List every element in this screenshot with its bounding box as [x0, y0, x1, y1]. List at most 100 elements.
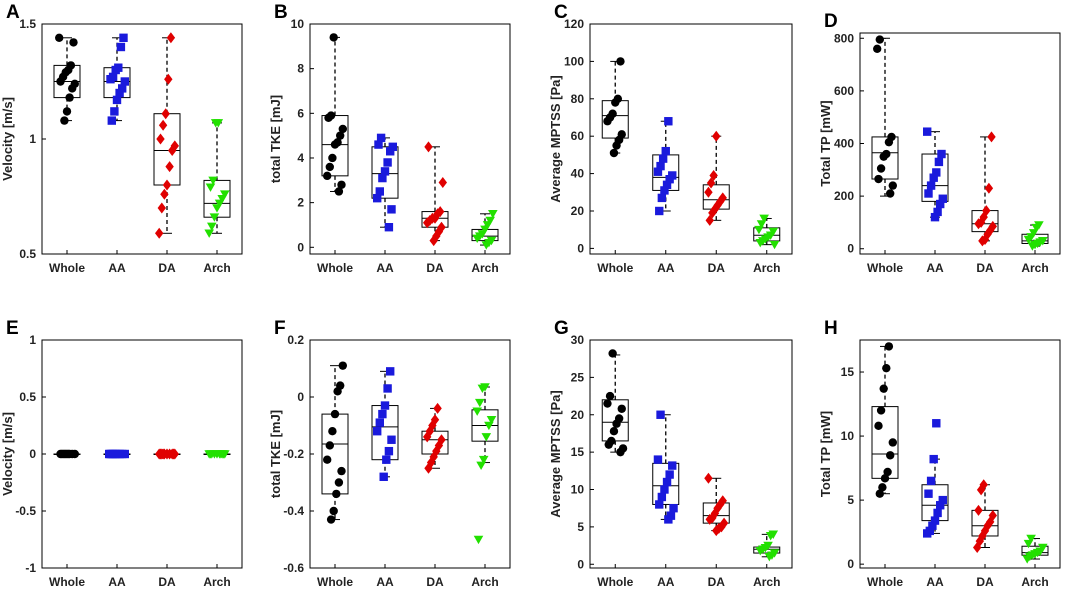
x-tick-label: DA — [426, 575, 444, 589]
data-point — [705, 214, 714, 226]
data-point — [609, 148, 619, 158]
y-tick-label: -1 — [25, 561, 36, 575]
data-point — [978, 530, 987, 542]
x-tick-label: DA — [708, 261, 726, 275]
panel-label: A — [6, 2, 20, 23]
data-point — [165, 161, 174, 173]
y-tick-label: 2 — [297, 196, 304, 210]
x-tick-label: Arch — [1021, 575, 1048, 589]
data-point — [755, 547, 766, 556]
points-aa — [923, 419, 947, 538]
data-point — [105, 449, 114, 459]
data-point — [168, 145, 177, 156]
data-point — [386, 367, 395, 376]
data-point — [936, 501, 945, 510]
points-whole — [55, 33, 80, 125]
data-point — [220, 190, 230, 199]
data-point — [325, 162, 334, 172]
y-axis-label: total TKE [mJ] — [268, 95, 283, 183]
x-tick-label: Whole — [317, 261, 353, 275]
data-point — [336, 131, 345, 140]
data-point — [158, 119, 168, 131]
points-da — [704, 130, 727, 226]
panel-a: A 0.5 1 1.5 Velocity [m/s] Whole AA DA Arch — [0, 2, 243, 275]
data-point — [166, 32, 176, 44]
x-tick-label: Whole — [317, 575, 353, 589]
data-point — [204, 229, 214, 238]
data-point — [662, 477, 672, 487]
data-point — [934, 157, 944, 167]
data-point — [379, 472, 388, 481]
y-axis-label: Total TP [mW] — [818, 411, 833, 497]
points-aa — [653, 117, 677, 216]
data-point — [323, 455, 332, 464]
x-tick-label: AA — [376, 261, 394, 275]
x-tick-label: Arch — [471, 575, 498, 589]
data-point — [988, 220, 997, 232]
y-tick-label: 100 — [564, 54, 584, 68]
data-point — [157, 202, 166, 214]
data-point — [475, 398, 485, 408]
data-point — [169, 448, 178, 460]
panel-label: B — [274, 2, 288, 23]
data-point — [976, 484, 986, 496]
data-point — [664, 117, 673, 126]
x-tick-label: Arch — [471, 261, 498, 275]
x-tick-label: AA — [657, 575, 675, 589]
data-point — [161, 108, 170, 120]
points-aa — [373, 133, 397, 232]
data-point — [705, 513, 714, 525]
data-point — [382, 455, 391, 464]
data-point — [988, 509, 997, 521]
data-point — [884, 137, 894, 147]
x-tick-label: AA — [926, 261, 944, 275]
data-point — [481, 241, 492, 250]
y-axis-label: Average MPTSS [Pa] — [548, 75, 563, 202]
data-point — [120, 77, 129, 86]
data-point — [375, 187, 384, 196]
box-whole — [871, 37, 899, 197]
data-point — [938, 194, 947, 203]
points-whole — [323, 33, 347, 196]
panel-e: E -1 -0.5 0 0.5 1 Velocity [m/s] Whole AA DA Arch — [0, 318, 243, 589]
data-point — [929, 173, 938, 182]
data-point — [1027, 242, 1038, 251]
y-tick-label: 30 — [571, 333, 585, 347]
data-point — [1023, 539, 1034, 549]
data-point — [328, 153, 337, 163]
y-tick-label: 0.2 — [287, 333, 304, 347]
points-arch — [472, 383, 497, 545]
panel-g: G 0 5 10 15 20 25 30 Average MPTSS [Pa] Whole AA DA… — [548, 318, 793, 589]
y-tick-label: 4 — [297, 151, 304, 165]
y-axis-label: Velocity [m/s] — [0, 97, 15, 181]
data-point — [657, 492, 667, 502]
data-point — [609, 427, 619, 436]
y-axis-label: Velocity [m/s] — [0, 412, 15, 496]
data-point — [433, 402, 442, 414]
data-point — [424, 141, 433, 153]
data-point — [482, 221, 493, 230]
data-point — [715, 498, 725, 510]
data-point — [923, 529, 932, 538]
data-point — [1023, 235, 1034, 245]
x-tick-label: Arch — [203, 261, 230, 275]
data-point — [107, 116, 116, 125]
data-point — [886, 189, 895, 198]
data-point — [216, 450, 226, 459]
data-point — [978, 235, 987, 247]
data-point — [886, 451, 895, 460]
points-da — [423, 402, 446, 474]
data-point — [337, 180, 346, 189]
x-tick-label: Arch — [753, 575, 780, 589]
data-point — [769, 240, 780, 250]
box-iqr — [921, 153, 949, 202]
data-point — [875, 35, 884, 44]
data-point — [205, 183, 216, 192]
data-point — [164, 73, 173, 85]
x-tick-label: Whole — [867, 261, 903, 275]
box-iqr — [702, 502, 730, 524]
y-tick-label: 15 — [571, 445, 585, 459]
data-point — [112, 95, 122, 105]
y-tick-label: 0.5 — [19, 390, 36, 404]
